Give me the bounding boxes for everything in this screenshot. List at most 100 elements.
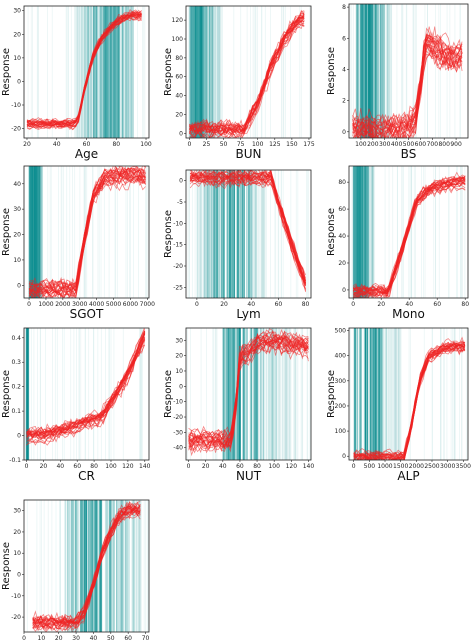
- y-tick-label: 8: [342, 4, 346, 11]
- response-curve: [188, 341, 309, 454]
- x-tick-label: 0: [27, 301, 31, 308]
- y-tick-label: -10: [11, 102, 21, 109]
- x-tick-label: 20: [220, 301, 228, 308]
- response-curve: [32, 501, 141, 625]
- y-axis-label: Response: [326, 47, 337, 95]
- x-tick-label: 80: [302, 301, 310, 308]
- axes-frame: [185, 169, 312, 299]
- subplot-lym: 0 20 40 60 80 0 -5 -10 -15 -20 -25 Lym Response: [163, 169, 312, 321]
- x-tick-label: 150: [286, 141, 298, 148]
- subplot-bs: 100 200 300 400 500 600 700 800 900 0 2 4 6 8 BS Respon…: [326, 3, 469, 161]
- response-curve: [28, 170, 146, 293]
- y-tick-label: 10: [13, 550, 21, 557]
- response-lines: [189, 170, 306, 293]
- x-tick-label: 40: [56, 463, 64, 470]
- y-tick-label: 40: [13, 181, 21, 188]
- x-tick-label: 60: [73, 463, 81, 470]
- x-tick-label: 7000: [140, 301, 155, 308]
- x-tick-label: 0: [195, 301, 199, 308]
- response-curve: [188, 330, 309, 444]
- response-curve: [352, 182, 466, 298]
- x-tick-label: 30: [72, 635, 80, 642]
- x-tick-label: 50: [107, 635, 115, 642]
- response-curve: [352, 26, 463, 128]
- y-tick-label: -5: [177, 199, 183, 206]
- y-tick-label: 0.4: [11, 335, 21, 342]
- y-tick-label: 20: [175, 353, 183, 360]
- x-tick-label: 900: [450, 141, 462, 148]
- y-axis-label: Response: [326, 370, 337, 418]
- response-lines: [352, 26, 463, 138]
- x-tick-label: 200: [367, 141, 379, 148]
- y-tick-label: -20: [11, 126, 21, 133]
- response-curve: [188, 337, 309, 447]
- x-tick-label: 80: [253, 463, 261, 470]
- response-curve: [352, 176, 466, 295]
- response-lines: [32, 501, 141, 632]
- x-tick-label: 140: [139, 463, 151, 470]
- y-tick-label: 300: [335, 378, 347, 385]
- response-curve: [189, 170, 306, 285]
- y-tick-label: 10: [13, 55, 21, 62]
- x-tick-label: 2000: [55, 301, 70, 308]
- x-tick-label: 1500: [393, 463, 408, 470]
- x-tick-label: 3000: [440, 463, 455, 470]
- x-axis-label: CR: [78, 469, 95, 483]
- x-tick-label: 700: [427, 141, 439, 148]
- x-tick-label: 60: [275, 301, 283, 308]
- y-tick-label: 0: [17, 282, 21, 289]
- y-tick-label: 30: [13, 8, 21, 15]
- y-tick-label: 0.2: [11, 384, 21, 391]
- response-curve: [352, 38, 463, 138]
- response-curve: [32, 507, 141, 632]
- y-axis-label: Response: [1, 48, 12, 96]
- y-tick-label: 2: [342, 98, 346, 105]
- y-axis-label: Response: [1, 542, 12, 590]
- response-curve: [188, 340, 309, 451]
- y-tick-label: 10: [175, 368, 183, 375]
- x-tick-label: 40: [247, 301, 255, 308]
- x-tick-label: 80: [112, 141, 120, 148]
- x-tick-label: 100: [140, 141, 152, 148]
- response-curve: [189, 20, 305, 138]
- x-tick-label: 2500: [424, 463, 439, 470]
- y-tick-label: 100: [172, 36, 184, 43]
- x-tick-label: 20: [377, 301, 385, 308]
- subplot-alp: 0 500 1000 1500 2000 2500 3000 3500010020030040…: [326, 328, 471, 483]
- y-tick-label: 0: [342, 453, 346, 460]
- response-curve: [28, 174, 146, 298]
- response-curve: [188, 336, 309, 449]
- y-tick-label: 60: [338, 206, 346, 213]
- x-tick-label: 60: [124, 635, 132, 642]
- y-tick-label: -40: [173, 445, 183, 452]
- x-tick-label: 75: [237, 141, 245, 148]
- y-axis-label: Response: [326, 208, 337, 256]
- x-tick-label: 3000: [72, 301, 87, 308]
- x-tick-label: 50: [220, 141, 228, 148]
- x-tick-label: 125: [269, 141, 281, 148]
- x-tick-label: 70: [142, 635, 150, 642]
- x-tick-label: 60: [433, 301, 441, 308]
- y-tick-label: 500: [335, 328, 347, 335]
- x-tick-label: 20: [55, 635, 63, 642]
- y-tick-label: 30: [175, 337, 183, 344]
- x-tick-label: 600: [415, 141, 427, 148]
- y-tick-label: 30: [13, 206, 21, 213]
- rug-stripes: [187, 170, 309, 298]
- x-tick-label: 100: [268, 463, 280, 470]
- x-tick-label: 40: [90, 635, 98, 642]
- y-tick-label: -20: [173, 414, 183, 421]
- axes-frame: [23, 165, 150, 299]
- x-tick-label: 3500: [456, 463, 471, 470]
- response-curve: [188, 333, 309, 446]
- response-lines: [26, 328, 146, 446]
- x-tick-label: 4000: [89, 301, 104, 308]
- y-tick-label: 6: [342, 35, 346, 42]
- response-curve: [352, 41, 463, 138]
- y-tick-label: -30: [173, 429, 183, 436]
- y-tick-label: -0.1: [9, 457, 21, 464]
- x-tick-label: 60: [83, 141, 91, 148]
- y-tick-label: 20: [13, 232, 21, 239]
- response-curve: [189, 16, 305, 134]
- x-tick-label: 0: [25, 463, 29, 470]
